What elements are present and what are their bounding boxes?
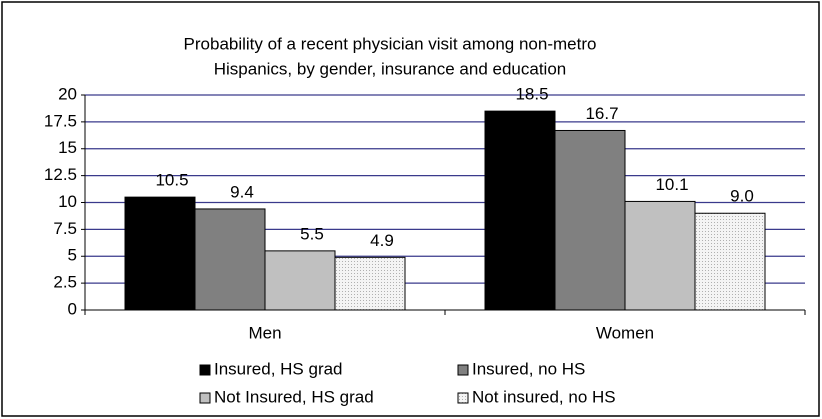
bar xyxy=(334,256,406,311)
y-tick-label: 2.5 xyxy=(53,273,77,292)
legend-label: Insured, HS grad xyxy=(214,359,343,378)
data-label: 10.5 xyxy=(155,171,188,190)
data-label: 4.9 xyxy=(370,231,394,250)
data-label: 10.1 xyxy=(655,175,688,194)
y-tick-label: 17.5 xyxy=(44,111,77,130)
y-tick-label: 7.5 xyxy=(53,219,77,238)
chart-title: Probability of a recent physician visit … xyxy=(184,34,597,53)
data-label: 16.7 xyxy=(585,104,618,123)
data-label: 9.0 xyxy=(730,187,754,206)
bar xyxy=(194,208,266,311)
bar xyxy=(264,250,336,311)
bar xyxy=(124,196,196,311)
legend-label: Insured, no HS xyxy=(472,359,585,378)
data-label: 5.5 xyxy=(300,224,324,243)
chart-title: Hispanics, by gender, insurance and educ… xyxy=(214,59,567,78)
data-label: 18.5 xyxy=(515,85,548,104)
legend-label: Not insured, no HS xyxy=(472,387,616,406)
legend-swatch xyxy=(199,392,211,404)
y-tick-label: 15 xyxy=(58,138,77,157)
y-tick-label: 10 xyxy=(58,192,77,211)
legend-swatch xyxy=(199,364,211,376)
y-tick-label: 20 xyxy=(58,84,77,103)
y-tick-label: 5 xyxy=(68,246,77,265)
bar xyxy=(484,110,556,311)
x-tick-label: Men xyxy=(248,323,281,342)
legend-swatch xyxy=(457,364,469,376)
bar xyxy=(694,212,766,311)
legend-swatch xyxy=(457,392,469,404)
y-tick-label: 12.5 xyxy=(44,165,77,184)
y-tick-label: 0 xyxy=(68,299,77,318)
x-tick-label: Women xyxy=(596,323,654,342)
bar xyxy=(624,200,696,311)
bar xyxy=(554,129,626,311)
data-label: 9.4 xyxy=(230,182,254,201)
legend-label: Not Insured, HS grad xyxy=(214,387,374,406)
